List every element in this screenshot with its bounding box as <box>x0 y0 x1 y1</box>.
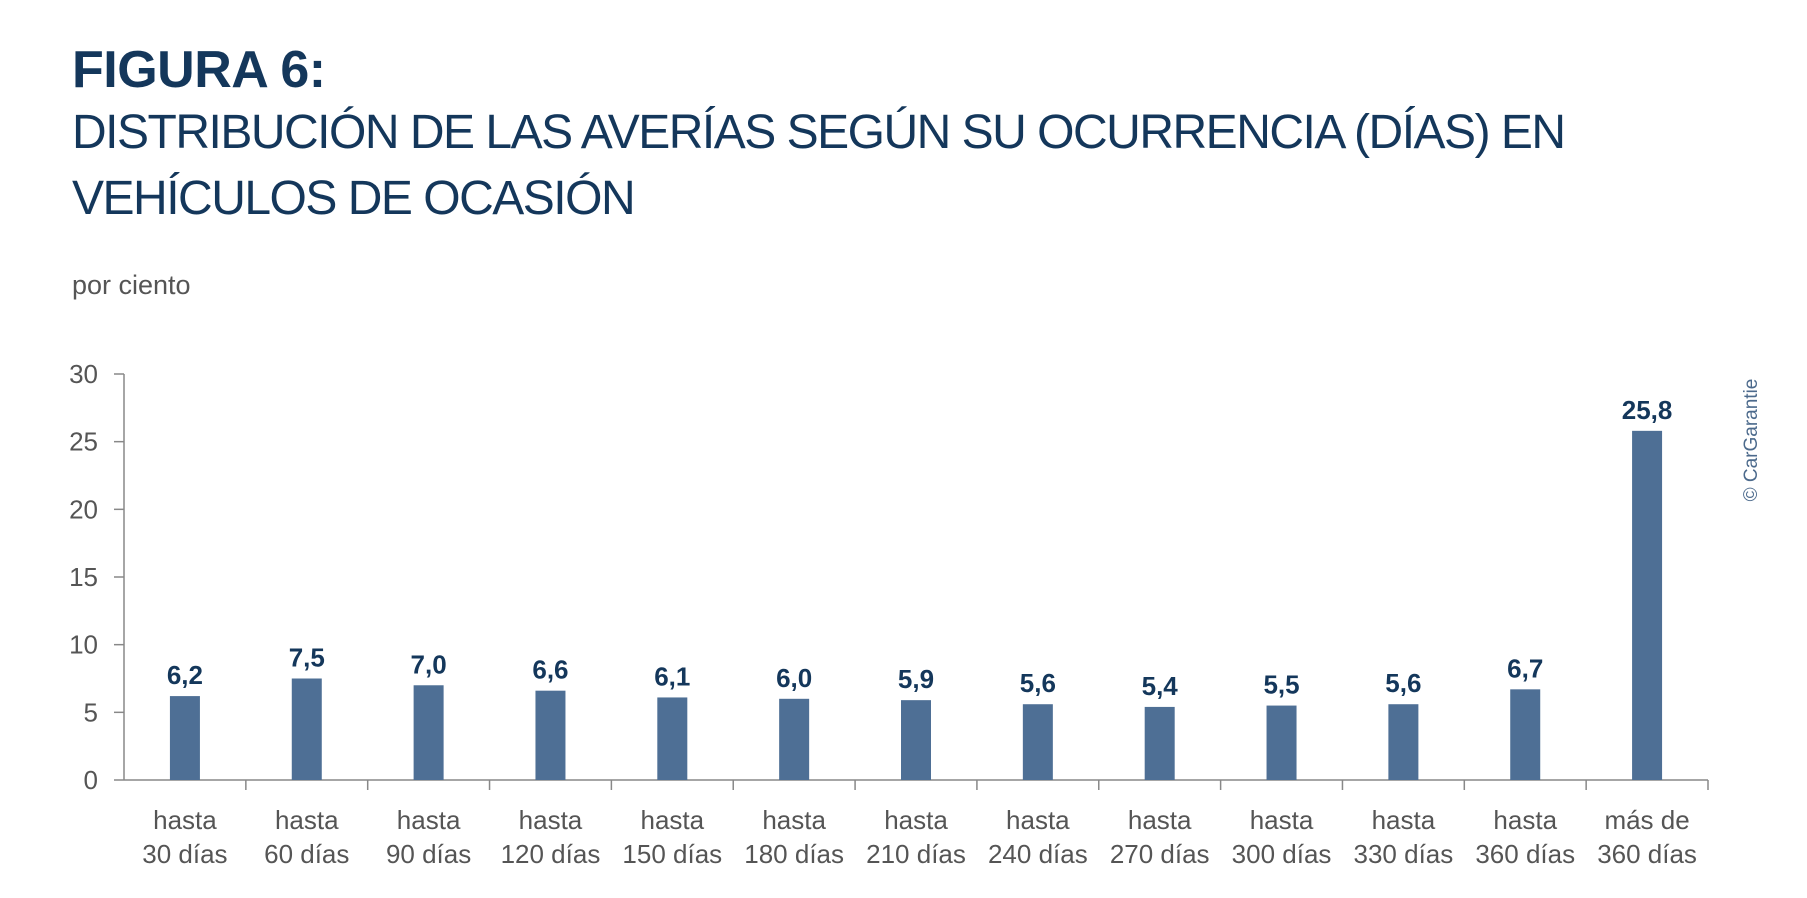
x-tick-label: hasta <box>641 805 705 835</box>
x-tick-label: hasta <box>1493 805 1557 835</box>
data-label: 7,0 <box>411 649 447 679</box>
chart-title: DISTRIBUCIÓN DE LAS AVERÍAS SEGÚN SU OCU… <box>72 106 1566 225</box>
x-tick-label: 360 días <box>1475 839 1575 869</box>
x-tick-label: 30 días <box>142 839 227 869</box>
x-tick-label: 60 días <box>264 839 349 869</box>
bar <box>1388 704 1419 780</box>
x-tick-label: hasta <box>153 805 217 835</box>
y-tick-label: 15 <box>69 562 98 592</box>
y-tick-label: 0 <box>84 765 98 795</box>
x-tick-label: 180 días <box>744 839 844 869</box>
bar <box>413 685 444 780</box>
x-tick-label: 90 días <box>386 839 471 869</box>
data-label: 5,6 <box>1385 668 1421 698</box>
x-tick-label: 360 días <box>1597 839 1697 869</box>
x-tick-label: hasta <box>762 805 826 835</box>
x-tick-label: 210 días <box>866 839 966 869</box>
y-tick-label: 20 <box>69 494 98 524</box>
data-label: 6,2 <box>167 660 203 690</box>
bar <box>779 698 810 780</box>
x-tick-label: hasta <box>884 805 948 835</box>
x-tick-label: hasta <box>275 805 339 835</box>
bar <box>1022 704 1053 780</box>
data-label: 6,0 <box>776 663 812 693</box>
y-tick-label: 5 <box>84 697 98 727</box>
x-tick-label: hasta <box>519 805 583 835</box>
bar <box>901 700 931 780</box>
x-tick-label: hasta <box>1372 805 1436 835</box>
x-tick-label: 330 días <box>1354 839 1454 869</box>
data-label: 6,1 <box>654 661 690 691</box>
x-tick-label: 240 días <box>988 839 1088 869</box>
data-label: 25,8 <box>1622 395 1673 425</box>
y-tick-label: 30 <box>69 359 98 389</box>
data-label: 5,4 <box>1142 671 1179 701</box>
data-label: 5,6 <box>1020 668 1056 698</box>
x-tick-label: más de <box>1604 805 1689 835</box>
bar <box>1266 705 1297 780</box>
bar <box>657 697 688 780</box>
data-label: 6,6 <box>532 655 568 685</box>
bar <box>1144 706 1175 780</box>
title-block: FIGURA 6: DISTRIBUCIÓN DE LAS AVERÍAS SE… <box>72 40 1632 232</box>
figure-label: FIGURA 6: <box>72 41 326 99</box>
data-label: 7,5 <box>289 643 325 673</box>
x-tick-label: hasta <box>397 805 461 835</box>
y-tick-label: 25 <box>69 427 98 457</box>
x-tick-label: 270 días <box>1110 839 1210 869</box>
credit-label: © CarGarantie <box>1741 378 1762 502</box>
x-tick-label: 150 días <box>622 839 722 869</box>
bar <box>535 690 566 780</box>
data-label: 5,9 <box>898 664 934 694</box>
data-label: 6,7 <box>1507 653 1543 683</box>
x-tick-label: hasta <box>1006 805 1070 835</box>
y-tick-label: 10 <box>69 630 98 660</box>
unit-label: por ciento <box>72 270 191 300</box>
x-tick-label: hasta <box>1128 805 1192 835</box>
bar <box>1510 689 1541 780</box>
bar <box>169 696 200 780</box>
bar <box>1632 430 1663 780</box>
bar <box>291 678 322 780</box>
x-tick-label: 120 días <box>501 839 601 869</box>
x-tick-label: hasta <box>1250 805 1314 835</box>
data-label: 5,5 <box>1263 670 1299 700</box>
x-tick-label: 300 días <box>1232 839 1332 869</box>
